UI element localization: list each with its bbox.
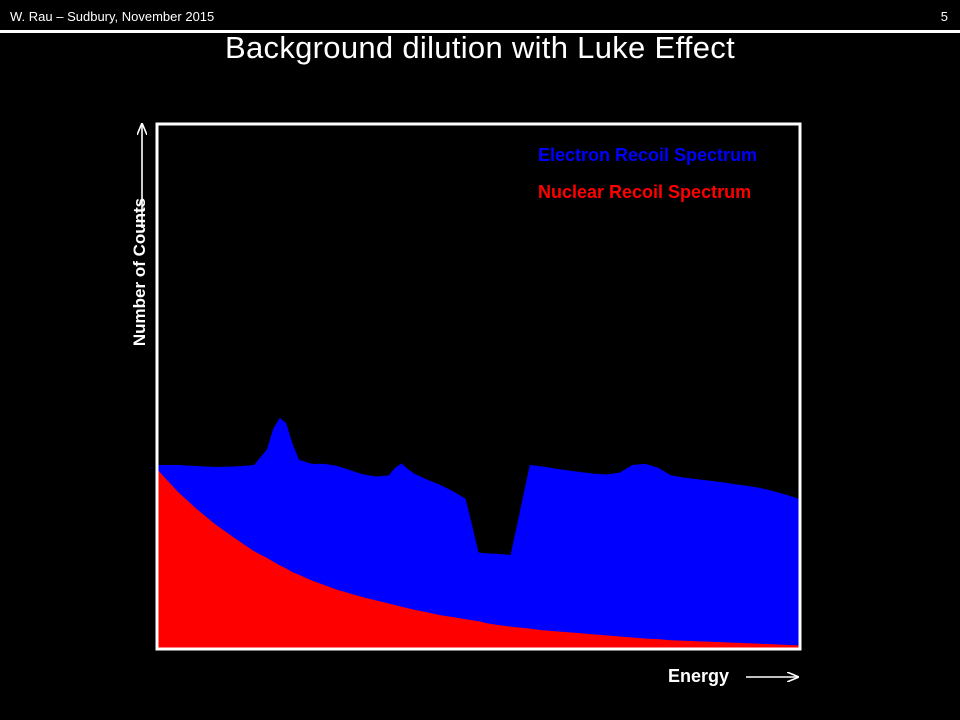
plot-frame	[155, 122, 802, 651]
legend-entry-electron-recoil: Electron Recoil Spectrum	[538, 145, 758, 165]
legend-entry-nuclear-recoil: Nuclear Recoil Spectrum	[538, 182, 752, 202]
footer-text: W. Rau – Sudbury, November 2015	[10, 9, 215, 24]
slide-number: 5	[940, 9, 948, 24]
header-rule	[0, 30, 960, 33]
series-area-nuclear-recoil	[158, 470, 799, 648]
series-layer	[158, 417, 799, 648]
y-axis-label: Number of Counts	[130, 197, 149, 347]
slide-title: Background dilution with Luke Effect	[225, 30, 735, 65]
x-axis-label: Energy	[668, 666, 730, 686]
